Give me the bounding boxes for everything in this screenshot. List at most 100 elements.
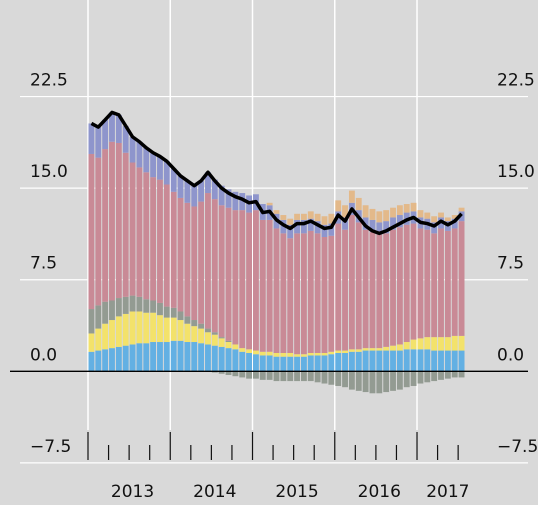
bar-segment	[280, 233, 287, 353]
bar-segment	[170, 168, 177, 192]
x-tick-label: 2015	[275, 482, 318, 502]
bar-segment	[239, 193, 246, 211]
bar-segment	[225, 340, 232, 343]
x-tick-label: 2014	[193, 482, 236, 502]
y2-tick-label: 22.5	[497, 71, 535, 91]
bar-segment	[431, 337, 438, 351]
bar-segment	[95, 127, 102, 158]
bar-segment	[294, 233, 300, 355]
bar-segment	[355, 197, 362, 211]
bar-segment	[129, 344, 136, 372]
bar-segment	[424, 349, 431, 372]
bar-segment	[157, 315, 163, 343]
bar-segment	[163, 317, 170, 343]
bar-segment	[232, 344, 239, 350]
bar-segment	[424, 371, 431, 383]
bar-segment	[253, 350, 259, 355]
bar-segment	[266, 351, 273, 356]
bar-segment	[300, 213, 307, 220]
bar-segment	[211, 334, 218, 346]
bar-segment	[444, 371, 451, 379]
bar-segment	[88, 351, 95, 372]
bar-segment	[376, 348, 383, 351]
bar-segment	[403, 204, 410, 213]
bar-segment	[396, 371, 403, 390]
bar-segment	[191, 185, 198, 207]
bar-segment	[321, 216, 328, 225]
bar-segment	[321, 237, 328, 353]
bar-segment	[403, 224, 410, 343]
bar-segment	[253, 210, 259, 351]
bar-segment	[458, 350, 465, 372]
bar-segment	[115, 316, 122, 347]
bar-segment	[451, 228, 458, 336]
bar-segment	[88, 333, 95, 352]
bar-segment	[232, 210, 239, 345]
bar-segment	[355, 349, 362, 352]
bar-segment	[376, 211, 383, 223]
bar-segment	[198, 180, 205, 202]
bar-segment	[102, 323, 109, 350]
bar-segment	[115, 114, 122, 143]
bar-segment	[294, 354, 300, 357]
bar-segment	[328, 235, 335, 352]
bar-segment	[239, 351, 246, 372]
bar-segment	[109, 348, 115, 372]
bar-segment	[307, 353, 314, 356]
bar-segment	[458, 207, 465, 212]
y2-tick-label: 15.0	[497, 162, 535, 182]
bar-segment	[444, 217, 451, 222]
bar-segment	[376, 234, 383, 349]
bar-segment	[355, 351, 362, 372]
bar-segment	[280, 356, 287, 372]
bar-segment	[348, 215, 355, 350]
bar-segment	[163, 306, 170, 318]
bar-segment	[410, 349, 417, 372]
bar-segment	[424, 212, 431, 219]
bar-segment	[150, 300, 157, 313]
bar-segment	[390, 207, 396, 218]
bar-segment	[328, 354, 335, 372]
bar-segment	[417, 349, 424, 372]
bar-segment	[225, 342, 232, 349]
bar-segment	[314, 355, 321, 372]
bar-segment	[136, 311, 143, 344]
bar-segment	[211, 345, 218, 372]
bar-segment	[458, 221, 465, 336]
bar-segment	[95, 328, 102, 351]
bar-segment	[342, 353, 348, 372]
bar-segment	[342, 205, 348, 218]
bar-segment	[246, 212, 253, 350]
bar-segment	[431, 222, 438, 234]
bar-segment	[438, 371, 444, 380]
bar-segment	[314, 233, 321, 353]
bar-segment	[191, 320, 198, 327]
bar-segment	[225, 371, 232, 375]
bar-segment	[239, 371, 246, 378]
bar-segment	[273, 371, 280, 382]
bar-segment	[177, 340, 184, 372]
bar-segment	[95, 305, 102, 329]
bar-segment	[396, 205, 403, 216]
bar-segment	[458, 335, 465, 351]
y-tick-label: 15.0	[30, 162, 68, 182]
bar-segment	[266, 219, 273, 352]
y-tick-label: 0.0	[30, 345, 57, 365]
bar-segment	[396, 350, 403, 372]
bar-segment	[95, 157, 102, 306]
bar-segment	[259, 371, 266, 380]
bar-segment	[184, 316, 191, 324]
bar-segment	[390, 217, 396, 230]
bar-segment	[362, 229, 369, 349]
bar-segment	[314, 371, 321, 383]
bar-segment	[143, 299, 150, 313]
bar-segment	[198, 328, 205, 344]
bar-segment	[383, 221, 390, 234]
bar-segment	[355, 222, 362, 350]
bar-segment	[438, 212, 444, 218]
bar-segment	[253, 354, 259, 372]
bar-segment	[321, 371, 328, 384]
bar-segment	[177, 311, 184, 321]
bar-segment	[122, 152, 129, 297]
bar-segment	[102, 349, 109, 372]
